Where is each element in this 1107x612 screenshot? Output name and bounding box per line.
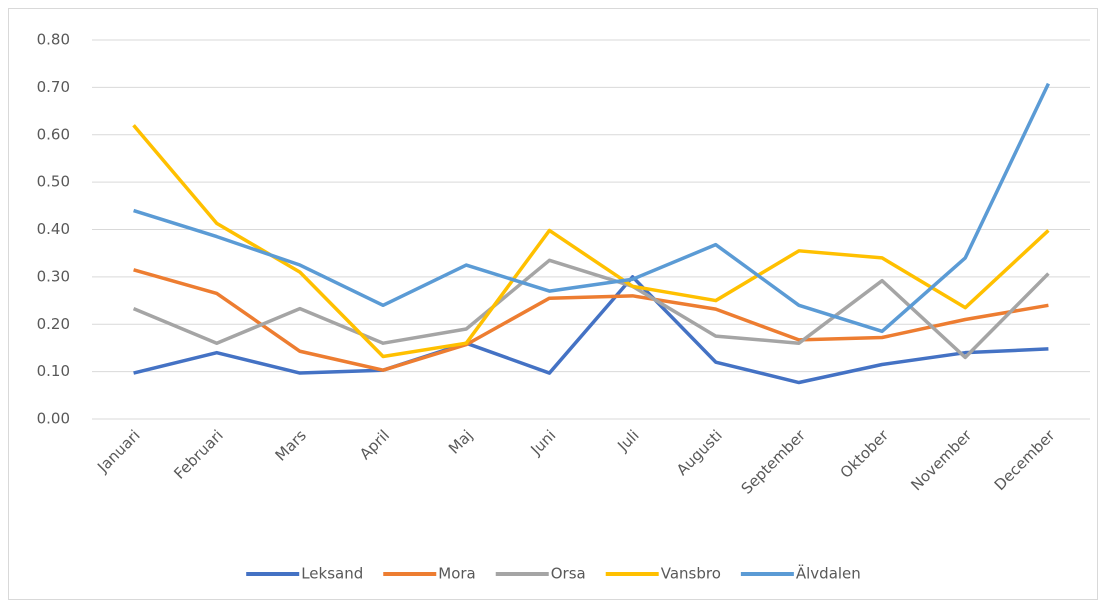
chart-frame	[8, 8, 1098, 600]
y-tick-label: 0.60	[37, 125, 70, 143]
y-tick-label: 0.20	[37, 315, 70, 333]
y-tick-label: 0.10	[37, 362, 70, 380]
y-tick-label: 0.70	[37, 78, 70, 96]
legend-label: Mora	[438, 565, 475, 583]
series-line	[132, 124, 1050, 359]
series-line	[133, 275, 1049, 385]
series-line	[133, 268, 1049, 372]
legend-label: Orsa	[551, 565, 586, 583]
y-tick-label: 0.00	[37, 410, 70, 428]
y-tick-label: 0.80	[37, 31, 70, 49]
y-tick-label: 0.30	[37, 267, 70, 285]
series-line	[132, 258, 1050, 360]
series-line	[133, 82, 1050, 334]
legend-label: Leksand	[301, 565, 363, 583]
legend-label: Älvdalen	[796, 564, 861, 583]
legend-label: Vansbro	[661, 565, 721, 583]
y-tick-label: 0.40	[37, 220, 70, 238]
y-tick-label: 0.50	[37, 173, 70, 191]
